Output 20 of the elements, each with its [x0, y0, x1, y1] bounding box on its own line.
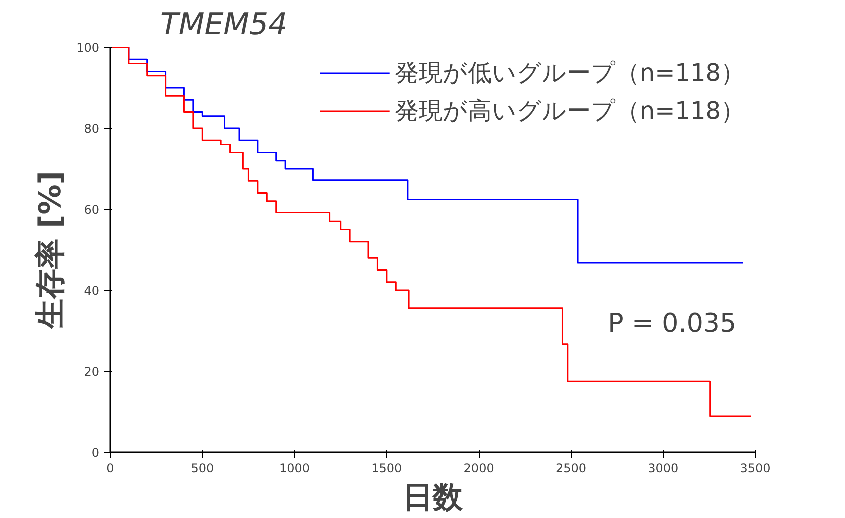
- x-tick-label: 1000: [280, 462, 310, 476]
- annotation: P = 0.035: [608, 309, 737, 340]
- x-tick-label: 0: [106, 462, 114, 476]
- x-tick-label: 2000: [464, 462, 494, 476]
- x-tick-label: 500: [191, 462, 214, 476]
- x-tick-label: 1500: [372, 462, 402, 476]
- legend-label: 発現が高いグループ（n=118）: [394, 96, 745, 127]
- y-tick-label: 100: [76, 41, 100, 55]
- chart-title: TMEM54: [160, 8, 288, 42]
- legend-label: 発現が低いグループ（n=118）: [394, 58, 745, 89]
- y-tick-label: 60: [84, 203, 100, 217]
- x-tick-label: 3000: [648, 462, 679, 476]
- y-tick-label: 0: [92, 446, 100, 460]
- x-tick-label: 3500: [740, 462, 771, 476]
- y-tick-label: 80: [84, 122, 100, 136]
- y-axis-title: 生存率 [%]: [34, 171, 69, 330]
- x-axis-title: 日数: [403, 480, 464, 516]
- y-tick-label: 40: [84, 284, 100, 298]
- x-tick-label: 2500: [556, 462, 586, 476]
- y-tick-label: 20: [84, 365, 100, 379]
